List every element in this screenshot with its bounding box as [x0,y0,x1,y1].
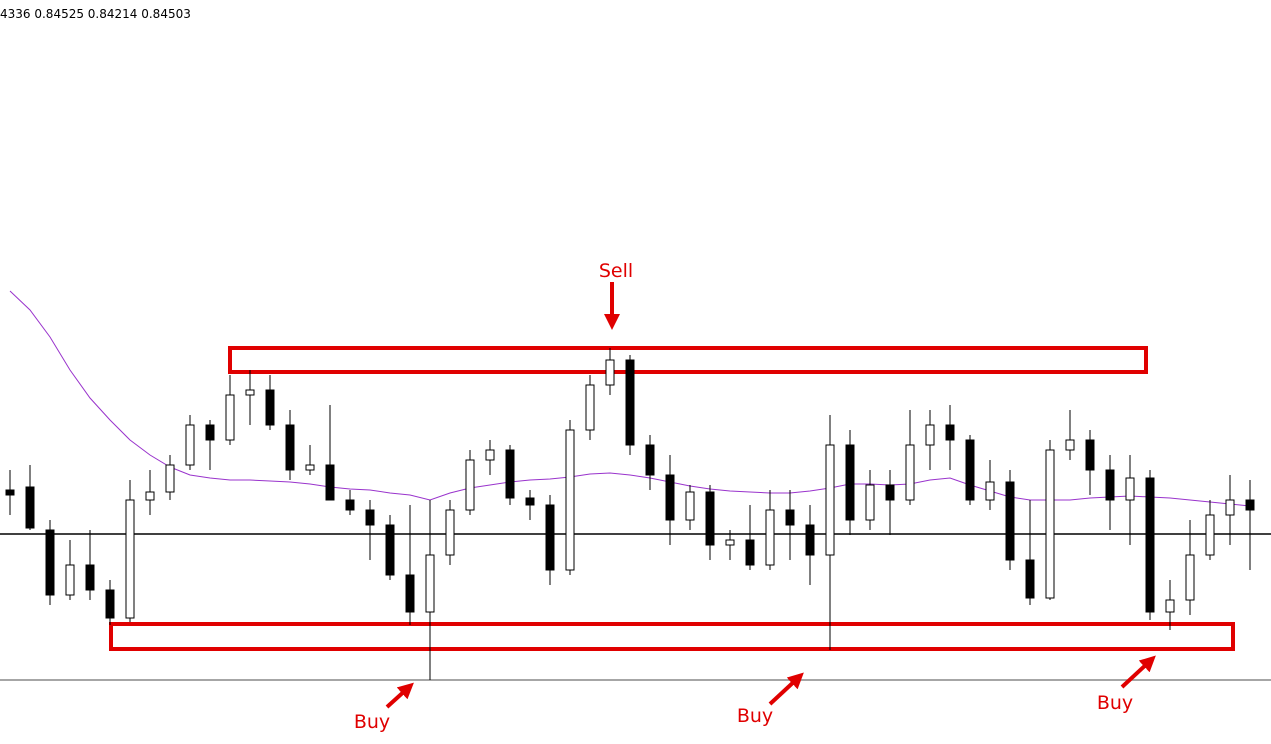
candle-body [785,509,795,526]
candle-body [385,524,395,576]
candle-body [1225,499,1235,516]
plot-area [0,290,1271,681]
candle-body [1065,439,1075,451]
candle-body [585,384,595,431]
candle-body [265,389,275,426]
buy-arrow [385,682,414,709]
candle-body [1085,439,1095,471]
candle-body [885,484,895,501]
candle-body [565,429,575,571]
candle-body [685,491,695,521]
ohlc-header: 4336 0.84525 0.84214 0.84503 [0,7,191,21]
candle-body [365,509,375,526]
annotation: Buy [1097,692,1133,714]
candle-body [905,444,915,501]
candle-body [625,359,635,446]
candle-body [425,554,435,613]
candle-body [865,484,875,521]
candle-body [1005,481,1015,561]
candle-body [805,524,815,556]
buy-arrow [1120,655,1156,689]
candle-body [325,464,335,501]
candle-body [305,464,315,471]
moving-average [9,290,1251,507]
candle-body [225,394,235,441]
candle-body [445,509,455,556]
candle-body [705,491,715,546]
arrows [385,282,1156,709]
candle-body [825,444,835,556]
candle-body [1025,559,1035,599]
candle-body [1045,449,1055,599]
candle-body [245,389,255,396]
candle-body [405,574,415,613]
zone-box [228,346,1148,374]
annotation: Sell [599,260,633,282]
candle-body [205,424,215,441]
candle-body [925,424,935,446]
candle-body [285,424,295,471]
candle-body [665,474,675,521]
candle-body [545,504,555,571]
candle-body [165,464,175,493]
candle-body [65,564,75,596]
candle-body [1245,499,1255,511]
zone-box [109,622,1235,651]
annotation: Buy [354,711,390,733]
candle-body [25,486,35,529]
candle-body [125,499,135,619]
candle-body [1165,599,1175,613]
candle-body [85,564,95,591]
candle-body [945,424,955,441]
candle-body [1145,477,1155,613]
candle-body [105,589,115,619]
candle-body [485,449,495,461]
candle-body [505,449,515,499]
candle-body [1205,514,1215,556]
candle-body [845,444,855,521]
candle-body [965,439,975,501]
candle-body [985,481,995,501]
candle-body [345,499,355,511]
candle-body [745,539,755,566]
candle-body [45,529,55,596]
candle-body [185,424,195,466]
candle-body [145,491,155,501]
annotation: Buy [737,705,773,727]
candle-body [725,539,735,546]
candle-body [1125,477,1135,501]
candle-body [1185,554,1195,601]
candle-body [465,459,475,511]
candle-body [765,509,775,566]
candle-body [645,444,655,476]
buy-arrow [768,672,804,706]
candle-body [605,359,615,386]
candle-body [525,497,535,506]
candle-body [1105,469,1115,501]
candle-body [5,489,15,496]
